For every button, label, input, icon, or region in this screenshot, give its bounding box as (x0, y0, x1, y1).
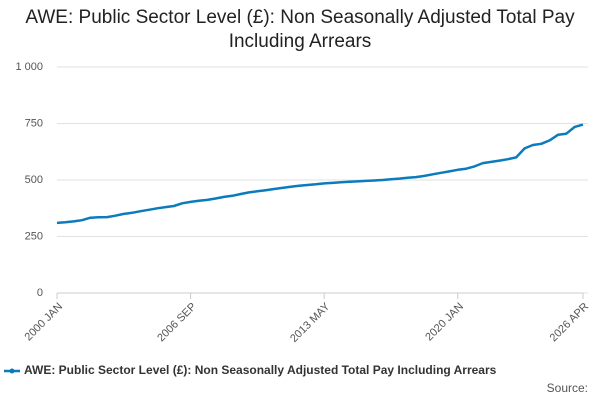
x-tick-label: 2013 MAY (288, 300, 333, 345)
data-line (56, 123, 584, 225)
y-tick-label: 250 (25, 230, 43, 242)
y-tick-label: 750 (25, 117, 43, 129)
y-tick-label: 0 (37, 287, 43, 299)
x-tick-label: 2026 APR (548, 301, 592, 345)
legend-label: AWE: Public Sector Level (£): Non Season… (24, 363, 497, 377)
chart-title: AWE: Public Sector Level (£): Non Season… (25, 7, 575, 52)
x-tick-label: 2006 SEP (155, 301, 199, 345)
x-tick-label: 2000 JAN (23, 301, 66, 344)
y-tick-label: 500 (25, 174, 43, 186)
source-label: Source: (547, 381, 588, 395)
y-tick-label: 1 000 (15, 61, 43, 73)
x-tick-label: 2020 JAN (423, 301, 466, 344)
legend-marker (9, 368, 15, 374)
